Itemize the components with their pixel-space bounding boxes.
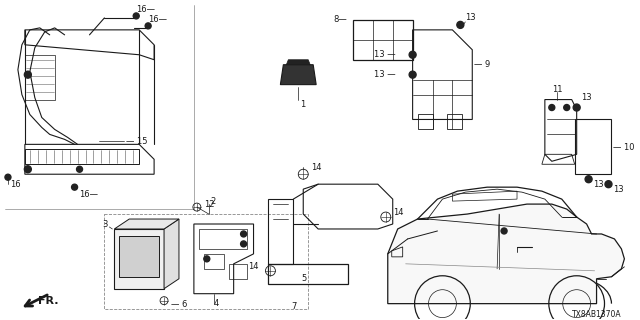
Circle shape — [605, 181, 612, 188]
Circle shape — [5, 174, 11, 180]
Circle shape — [77, 166, 83, 172]
Circle shape — [549, 105, 555, 110]
Circle shape — [204, 256, 210, 262]
Polygon shape — [115, 229, 164, 289]
Text: 8—: 8— — [333, 15, 347, 24]
Circle shape — [145, 23, 151, 29]
Circle shape — [457, 21, 464, 28]
Circle shape — [241, 231, 246, 237]
Circle shape — [24, 166, 31, 173]
Circle shape — [585, 176, 592, 183]
Text: 13: 13 — [465, 13, 476, 22]
Text: 4: 4 — [214, 299, 219, 308]
Text: 14: 14 — [393, 208, 403, 217]
Text: 3: 3 — [102, 220, 108, 228]
Polygon shape — [388, 204, 625, 304]
Circle shape — [573, 104, 580, 111]
Text: FR.: FR. — [38, 296, 58, 306]
Text: — 9: — 9 — [474, 60, 490, 69]
Text: — 6: — 6 — [171, 300, 188, 309]
Polygon shape — [286, 60, 310, 65]
Circle shape — [241, 241, 246, 247]
Text: 16: 16 — [10, 180, 20, 189]
Text: — 15: — 15 — [126, 137, 148, 146]
Text: 16—: 16— — [136, 5, 156, 14]
Text: 1: 1 — [300, 100, 305, 109]
Text: 13 —: 13 — — [374, 70, 396, 79]
Circle shape — [409, 71, 416, 78]
Circle shape — [24, 71, 31, 78]
Circle shape — [501, 228, 507, 234]
Text: 12: 12 — [204, 200, 214, 209]
Text: — 10: — 10 — [614, 143, 635, 152]
Polygon shape — [164, 219, 179, 289]
Text: TX8AB1370A: TX8AB1370A — [572, 310, 621, 319]
Polygon shape — [115, 219, 179, 229]
Text: 14: 14 — [248, 262, 259, 271]
Circle shape — [72, 184, 77, 190]
Circle shape — [409, 51, 416, 58]
Text: 2: 2 — [211, 196, 216, 206]
Text: 13 —: 13 — — [374, 50, 396, 59]
Text: 11: 11 — [552, 85, 563, 94]
Polygon shape — [119, 236, 159, 277]
Text: 7: 7 — [291, 302, 296, 311]
Text: 13: 13 — [580, 93, 591, 102]
Text: 5: 5 — [301, 274, 307, 283]
Text: 16—: 16— — [79, 190, 99, 199]
Polygon shape — [280, 65, 316, 84]
Circle shape — [133, 13, 139, 19]
Text: 13: 13 — [593, 180, 604, 189]
Text: 14: 14 — [311, 163, 322, 172]
Text: 16—: 16— — [148, 15, 167, 24]
Circle shape — [564, 105, 570, 110]
Text: 13: 13 — [614, 185, 624, 194]
